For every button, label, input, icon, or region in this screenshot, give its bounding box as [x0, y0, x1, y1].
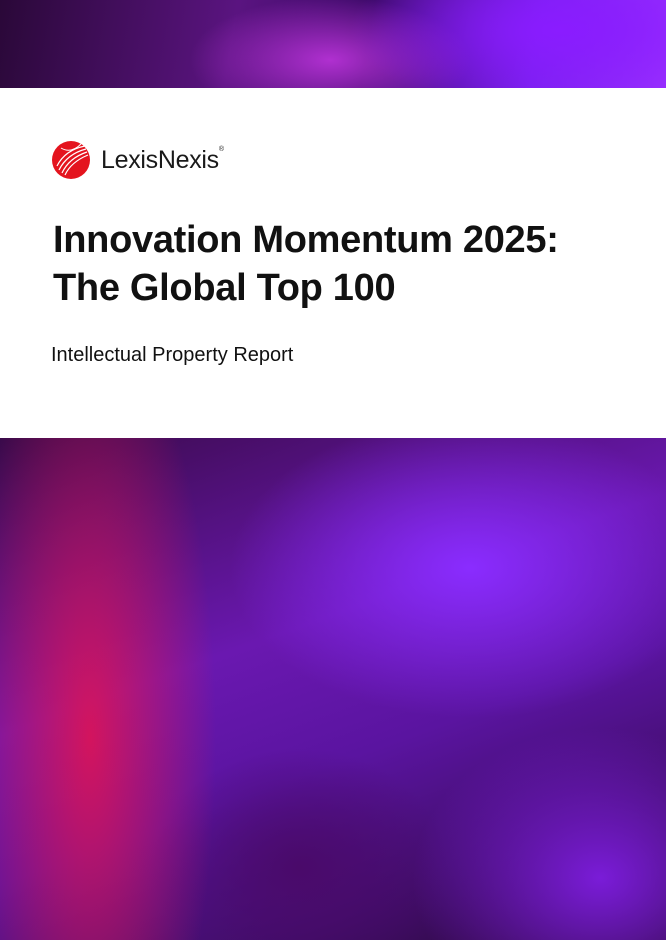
lexisnexis-logo: LexisNexis® [51, 140, 224, 180]
cover-background-top [0, 0, 666, 88]
lexisnexis-globe-icon [52, 141, 90, 179]
title-line-2: The Global Top 100 [53, 267, 396, 309]
report-title: Innovation Momentum 2025: The Global Top… [53, 216, 559, 312]
report-subtitle: Intellectual Property Report [51, 344, 294, 366]
title-line-1: Innovation Momentum 2025: [53, 219, 559, 261]
brand-name: LexisNexis® [101, 145, 224, 174]
cover-background-bottom [0, 438, 666, 940]
title-panel [0, 88, 666, 438]
